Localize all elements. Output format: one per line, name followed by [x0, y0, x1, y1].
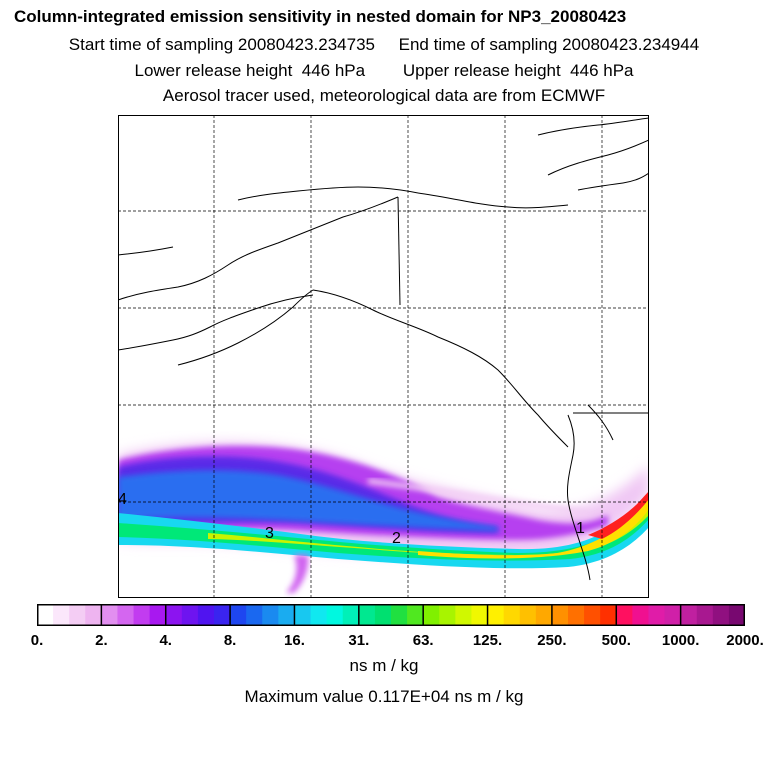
colorbar-swatch: [487, 604, 505, 626]
day-label-1: 1: [576, 520, 585, 537]
colorbar-swatch: [326, 604, 344, 626]
colorbar-tick-label: 0.: [30, 632, 44, 649]
model-info-line: Aerosol tracer used, meteorological data…: [162, 86, 606, 105]
colorbar-swatch: [101, 604, 118, 626]
day-labels: 1 2 3 4: [118, 491, 585, 547]
page-title: Column-integrated emission sensitivity i…: [14, 7, 627, 26]
colorbar-swatch: [712, 604, 730, 626]
colorbar-swatch: [696, 604, 714, 626]
colorbar-swatch: [53, 604, 70, 626]
colorbar-swatch: [214, 604, 231, 626]
colorbar-swatch: [391, 604, 408, 626]
colorbar-swatch: [165, 604, 183, 626]
emission-plume: [118, 442, 649, 593]
colorbar-swatch: [664, 604, 682, 626]
colorbar-swatch: [648, 604, 666, 626]
colorbar: [37, 604, 745, 626]
colorbar-swatch: [423, 604, 440, 626]
day-label-4: 4: [118, 491, 127, 508]
colorbar-swatch: [455, 604, 472, 626]
colorbar-swatch: [262, 604, 279, 626]
colorbar-tick-label: 125.: [472, 632, 503, 649]
colorbar-swatch: [181, 604, 199, 626]
colorbar-swatch: [551, 604, 569, 626]
colorbar-swatch: [246, 604, 263, 626]
colorbar-swatch: [69, 604, 86, 626]
grid-lines: [118, 115, 649, 598]
colorbar-tick-label: 1000.: [661, 632, 700, 649]
colorbar-swatch: [358, 604, 376, 626]
colorbar-frame: [37, 604, 745, 626]
colorbar-tick-label: 8.: [223, 632, 237, 649]
colorbar-swatch: [439, 604, 456, 626]
colorbar-swatch: [471, 604, 489, 626]
colorbar-swatch: [37, 604, 54, 626]
colorbar-swatch: [568, 604, 585, 626]
colorbar-swatch: [616, 604, 633, 626]
colorbar-swatch: [197, 604, 215, 626]
colorbar-swatch: [519, 604, 537, 626]
colorbar-swatch: [342, 604, 360, 626]
colorbar-tick-label: 63.: [412, 632, 434, 649]
maximum-value: Maximum value 0.117E+04 ns m / kg: [244, 687, 524, 706]
release-height-line: Lower release height 446 hPa Upper relea…: [134, 61, 634, 80]
colorbar-tick-label: 16.: [284, 632, 305, 649]
colorbar-swatch: [117, 604, 135, 626]
colorbar-tick-label: 500.: [601, 632, 631, 649]
colorbar-tick-label: 4.: [159, 632, 172, 649]
colorbar-swatch: [278, 604, 295, 626]
colorbar-units: ns m / kg: [349, 656, 419, 675]
colorbar-swatch: [680, 604, 698, 626]
colorbar-tick-label: 2.: [95, 632, 108, 649]
colorbar-swatch: [149, 604, 167, 626]
colorbar-tick-label: 250.: [537, 632, 567, 649]
colorbar-swatch: [632, 604, 649, 626]
sampling-time-line: Start time of sampling 20080423.234735 E…: [68, 35, 700, 54]
colorbar-swatch: [584, 604, 601, 626]
colorbar-swatch: [728, 604, 745, 626]
colorbar-swatch: [133, 604, 151, 626]
coastlines: [118, 117, 649, 581]
colorbar-swatch: [230, 604, 247, 626]
colorbar-swatch: [503, 604, 521, 626]
day-label-2: 2: [392, 530, 401, 547]
colorbar-tick-label: 2000.: [726, 632, 764, 649]
colorbar-swatch: [374, 604, 392, 626]
day-label-3: 3: [265, 525, 274, 542]
colorbar-swatch: [294, 604, 312, 626]
colorbar-swatch: [407, 604, 424, 626]
colorbar-swatch: [310, 604, 328, 626]
colorbar-swatch: [535, 604, 553, 626]
colorbar-swatch: [85, 604, 102, 626]
colorbar-tick-label: 31.: [348, 632, 370, 649]
map-panel: 1 2 3 4: [118, 115, 649, 598]
colorbar-swatch: [600, 604, 617, 626]
